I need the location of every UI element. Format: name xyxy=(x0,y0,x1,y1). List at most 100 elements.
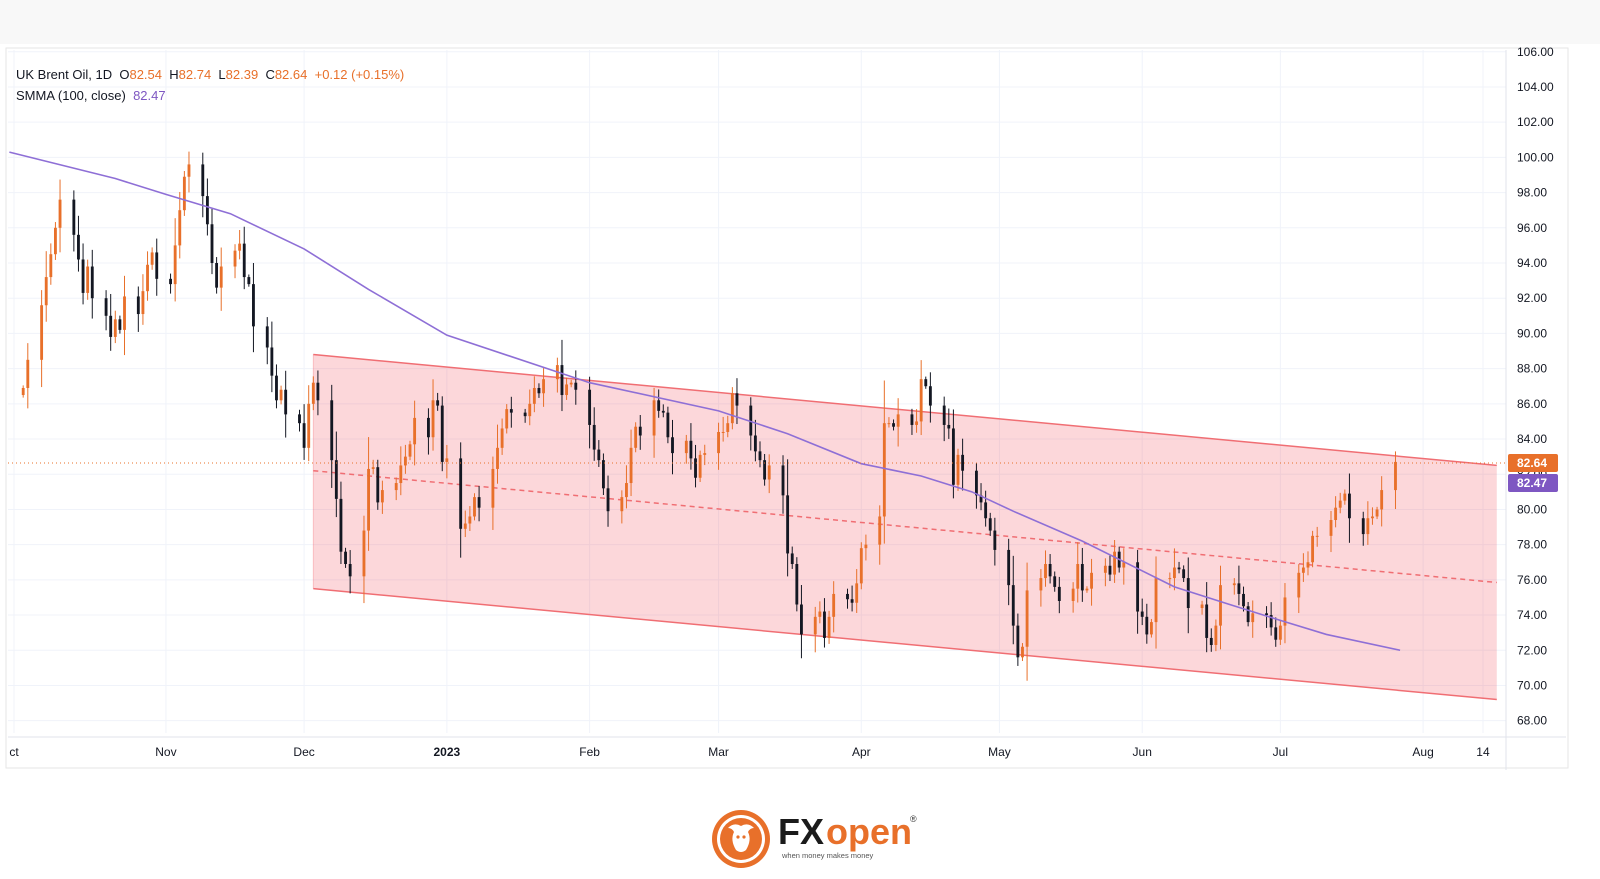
candle xyxy=(252,263,255,353)
candle-body xyxy=(72,199,76,235)
candle-body xyxy=(1080,564,1084,591)
y-tick-label: 70.00 xyxy=(1517,678,1547,692)
candle xyxy=(1103,558,1107,587)
candle-body xyxy=(1016,625,1020,658)
candle-body xyxy=(846,593,849,600)
candle-body xyxy=(1265,613,1268,616)
candle-body xyxy=(717,431,720,454)
candle-body xyxy=(403,456,407,466)
candle-body xyxy=(238,243,242,251)
candle xyxy=(491,456,495,530)
candle xyxy=(758,441,762,468)
candle-body xyxy=(910,414,914,425)
candle xyxy=(169,273,172,294)
x-tick-label: Feb xyxy=(579,745,600,759)
candle xyxy=(233,244,237,279)
candle xyxy=(1242,586,1245,612)
candle-body xyxy=(1145,616,1149,635)
chart-legend: UK Brent Oil, 1D O82.54 H82.74 L82.39 C8… xyxy=(16,64,404,106)
candle-body xyxy=(187,164,191,177)
candle xyxy=(459,442,463,558)
candle xyxy=(855,569,859,613)
channel-upper-line xyxy=(313,353,1497,467)
candle-body xyxy=(979,495,983,503)
candle xyxy=(473,493,476,521)
candle-body xyxy=(592,424,596,450)
candle xyxy=(1177,561,1181,574)
candle-body xyxy=(1274,627,1278,640)
low-label: L xyxy=(218,67,226,82)
candle xyxy=(749,397,753,451)
candle xyxy=(1269,602,1273,636)
candle-body xyxy=(275,375,278,401)
candle-body xyxy=(1343,493,1347,501)
candle-body xyxy=(1380,490,1384,510)
candle-body xyxy=(26,359,30,388)
candle xyxy=(275,364,278,409)
candle-body xyxy=(1039,578,1043,591)
candle xyxy=(509,396,513,428)
candle-body xyxy=(1057,586,1061,601)
candle xyxy=(463,510,467,538)
candle-body xyxy=(44,277,48,306)
close-label: C xyxy=(265,67,275,82)
candle-body xyxy=(427,417,430,438)
candle xyxy=(1108,555,1112,582)
y-tick-label: 106.00 xyxy=(1517,45,1554,59)
candle-body xyxy=(496,447,499,469)
candle xyxy=(574,370,578,405)
candle xyxy=(1366,501,1370,545)
candle-body xyxy=(1007,549,1011,586)
candle-body xyxy=(367,468,370,531)
candle xyxy=(118,315,122,334)
candle-body xyxy=(818,611,822,617)
candle-body xyxy=(625,483,628,498)
candle-body xyxy=(1025,590,1029,647)
channel-mid-line xyxy=(313,469,1497,584)
smma-line xyxy=(9,151,1401,652)
candle xyxy=(1380,476,1384,527)
candle-body xyxy=(334,460,338,499)
candle xyxy=(109,293,113,351)
candle-body xyxy=(109,315,113,337)
y-tick-label: 102.00 xyxy=(1517,115,1554,129)
indicator-value: 82.47 xyxy=(133,88,166,103)
candle-body xyxy=(1297,572,1301,598)
candle xyxy=(786,459,790,577)
candle xyxy=(1136,549,1140,634)
candle-body xyxy=(380,490,384,503)
legend-row-symbol: UK Brent Oil, 1D O82.54 H82.74 L82.39 C8… xyxy=(16,67,405,82)
candle xyxy=(247,274,251,287)
candle-body xyxy=(1329,520,1333,536)
candle xyxy=(505,404,509,434)
candle-body xyxy=(569,382,573,385)
candle xyxy=(380,480,384,514)
candle xyxy=(187,151,191,193)
candle xyxy=(215,257,219,294)
candle xyxy=(984,490,988,527)
candle-body xyxy=(459,458,463,529)
candle xyxy=(1361,511,1365,546)
candle xyxy=(882,380,886,544)
candle-body xyxy=(924,379,928,387)
candle-body xyxy=(827,616,831,638)
candle-body xyxy=(1140,611,1144,617)
candle xyxy=(77,215,80,272)
candle xyxy=(528,389,532,426)
brand-registered: ® xyxy=(910,814,917,824)
candle-body xyxy=(661,410,665,413)
candle-body xyxy=(915,421,918,425)
candle xyxy=(1274,617,1278,647)
candle xyxy=(339,481,343,565)
candle xyxy=(182,171,186,216)
candle-body xyxy=(371,467,375,469)
candle-body xyxy=(638,426,642,436)
candle xyxy=(1145,603,1149,644)
low-value: 82.39 xyxy=(225,67,259,82)
candle xyxy=(919,360,923,436)
candle xyxy=(1076,542,1080,603)
candle-body xyxy=(942,405,946,425)
candle-body xyxy=(698,454,702,478)
candle xyxy=(1154,556,1158,649)
candle-body xyxy=(1283,597,1287,626)
